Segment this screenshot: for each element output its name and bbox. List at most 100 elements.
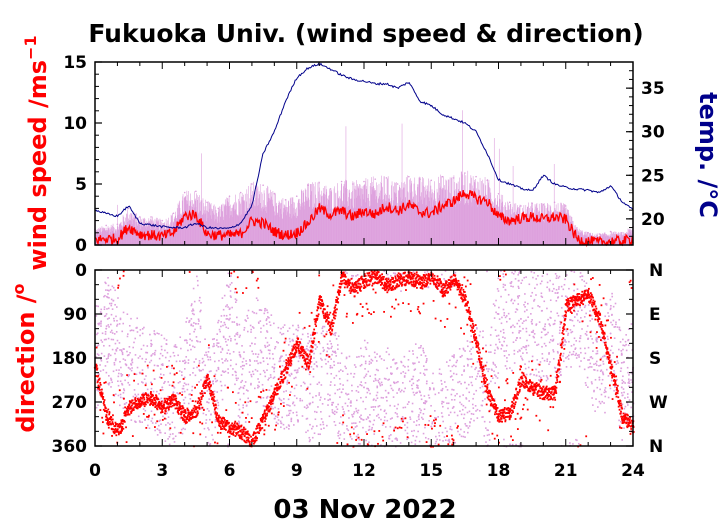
gust-direction-point xyxy=(531,322,534,325)
mean-direction-point xyxy=(340,273,343,277)
gust-point xyxy=(430,179,433,182)
gust-point xyxy=(351,183,354,185)
gust-point xyxy=(183,191,186,194)
gust-direction-point xyxy=(239,386,242,389)
wind-speed-axis-label-sup: −1 xyxy=(21,35,40,60)
gust-point xyxy=(239,191,242,194)
gust-point xyxy=(206,201,208,204)
mean-direction-point xyxy=(205,376,209,379)
gust-direction-point xyxy=(575,313,578,315)
time-tick-label: 15 xyxy=(419,461,443,481)
gust-point xyxy=(363,180,365,183)
temperature-line xyxy=(94,62,634,230)
gust-direction-point xyxy=(598,376,601,379)
gust-point xyxy=(396,183,399,185)
gust-point xyxy=(497,192,500,195)
wind-speed-panel: 0 5 10 15 20 25 30 35 xyxy=(63,53,665,256)
gust-point xyxy=(262,184,264,187)
gust-point xyxy=(295,195,298,197)
direction-tick-label: 360 xyxy=(52,437,88,457)
gust-point xyxy=(195,190,197,193)
mean-direction-point xyxy=(407,276,411,279)
gust-direction-point xyxy=(250,342,253,345)
gust-point xyxy=(217,207,220,210)
mean-direction-point xyxy=(452,278,455,281)
wind-speed-axis-label-text: wind speed /ms xyxy=(24,60,52,271)
date-label: 03 Nov 2022 xyxy=(273,495,456,525)
gust-direction-point xyxy=(430,425,433,428)
chart-title: Fukuoka Univ. (wind speed & direction) xyxy=(88,19,643,48)
mean-direction-point xyxy=(486,391,489,394)
gust-point xyxy=(598,233,601,235)
gust-point xyxy=(419,178,421,180)
gust-direction-point xyxy=(206,401,209,403)
gust-direction-point xyxy=(519,317,522,320)
gust-direction-point xyxy=(228,308,231,311)
mean-direction-point xyxy=(508,410,511,413)
wind-speed-axis-label: wind speed /ms−1 xyxy=(21,35,52,270)
wind-speed-tick-label: 15 xyxy=(63,53,87,73)
mean-direction-point xyxy=(396,278,399,281)
gust-point xyxy=(576,227,578,229)
gust-point xyxy=(329,188,332,190)
time-tick-label: 12 xyxy=(352,461,376,481)
gust-direction-point xyxy=(587,337,590,340)
gust-point xyxy=(486,179,489,182)
mean-direction-point xyxy=(250,439,254,443)
gust-point xyxy=(385,177,388,179)
gust-direction-point xyxy=(183,376,186,379)
temperature-tick-label: 30 xyxy=(641,123,665,143)
gust-direction-point xyxy=(351,415,354,418)
gust-direction-point xyxy=(150,381,153,384)
time-tick-label: 21 xyxy=(554,461,578,481)
mean-direction-point xyxy=(598,317,601,321)
time-tick-label: 3 xyxy=(156,461,168,481)
mean-direction-point xyxy=(295,342,298,345)
mean-direction-point xyxy=(239,430,242,433)
gust-point xyxy=(564,205,567,207)
mean-direction-point xyxy=(418,281,422,284)
gust-direction-point xyxy=(172,391,175,394)
gust-direction-point xyxy=(475,366,478,369)
gust-direction-point xyxy=(441,415,444,418)
mean-direction-point xyxy=(105,415,108,418)
direction-tick-label: 270 xyxy=(52,393,88,413)
mean-direction-point xyxy=(586,293,590,296)
mean-direction-point xyxy=(463,298,467,301)
mean-direction-point xyxy=(149,395,153,399)
gust-point xyxy=(139,216,141,218)
mean-direction-point xyxy=(273,391,276,394)
wind-direction-panel: 0 N 90 E 180 S 270 W 360 N 0 3 6 9 12 15 18 21 24 xyxy=(52,261,669,481)
gust-point xyxy=(318,181,320,184)
gust-direction-point xyxy=(105,327,108,330)
mean-direction-point xyxy=(317,298,321,301)
temperature-axis-label-unit: °C xyxy=(694,188,720,218)
gust-point xyxy=(161,219,164,222)
gust-point xyxy=(408,175,410,178)
direction-axis-label: direction /o xyxy=(9,283,40,432)
gust-direction-point xyxy=(542,327,545,330)
time-tick-label: 6 xyxy=(224,461,236,481)
gust-point xyxy=(251,183,253,185)
gust-point xyxy=(228,195,231,197)
gust-direction-point xyxy=(306,386,309,389)
temperature-axis-label: temp. /°C xyxy=(694,92,720,218)
compass-tick-label: W xyxy=(649,393,668,413)
mean-direction-point xyxy=(183,415,186,418)
gust-point xyxy=(307,184,309,187)
gust-point xyxy=(105,224,108,227)
direction-axis-label-unit: o xyxy=(9,283,28,294)
gust-direction-point xyxy=(385,396,388,399)
mean-direction-point xyxy=(172,398,175,401)
gust-spikes xyxy=(94,110,634,245)
gust-direction-point xyxy=(318,381,321,384)
time-tick-label: 9 xyxy=(291,461,303,481)
mean-direction-point xyxy=(497,415,500,418)
direction-tick-label: 0 xyxy=(75,261,87,281)
temperature-tick-label: 20 xyxy=(641,210,665,230)
mean-direction-point xyxy=(194,408,198,411)
gust-point xyxy=(609,230,612,233)
mean-direction-point xyxy=(351,288,354,291)
mean-direction-point xyxy=(609,366,612,369)
